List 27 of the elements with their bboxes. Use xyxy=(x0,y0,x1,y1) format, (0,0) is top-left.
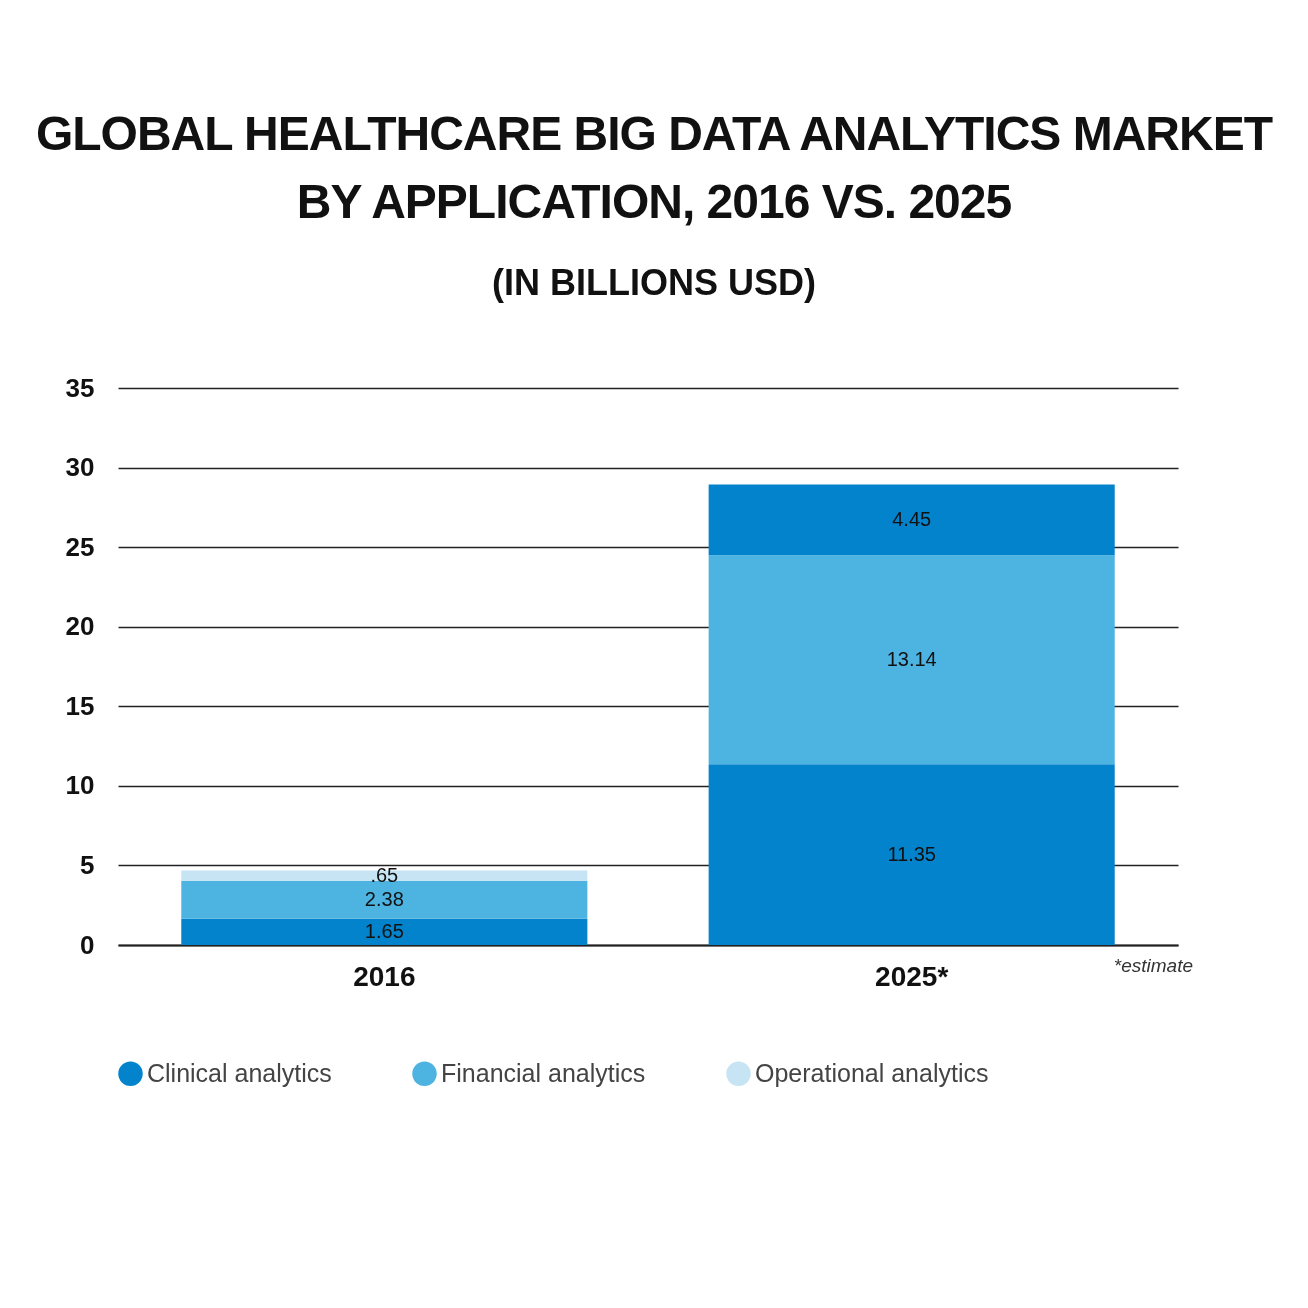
y-tick-label: 30 xyxy=(65,452,95,483)
y-tick-label: 15 xyxy=(65,690,95,721)
bar xyxy=(181,870,588,881)
bar xyxy=(181,918,588,945)
data-label: .65 xyxy=(370,863,399,886)
chart-subtitle: (IN BILLIONS USD) xyxy=(491,262,817,304)
x-tick-label: 2025* xyxy=(875,960,949,992)
chart-title: GLOBAL HEALTHCARE BIG DATA ANALYTICS MARKET BY APPLICATION, 2016 VS. 2025 xyxy=(34,106,1274,230)
data-label: 1.65 xyxy=(364,919,404,942)
y-tick-label: 25 xyxy=(65,531,95,562)
bar xyxy=(708,555,1115,765)
legend-label: Operational analytics xyxy=(755,1058,989,1087)
legend-label: Financial analytics xyxy=(441,1058,646,1087)
text: *estimate xyxy=(1113,955,1193,976)
bar xyxy=(181,880,588,919)
y-tick-label: 35 xyxy=(65,372,95,403)
x-tick-label: 2016 xyxy=(353,960,416,992)
y-tick-label: 10 xyxy=(65,770,95,801)
bar xyxy=(708,764,1115,945)
y-tick-label: 0 xyxy=(80,929,95,960)
legend-label: Clinical analytics xyxy=(147,1058,332,1087)
y-tick-label: 5 xyxy=(80,849,95,880)
y-tick-label: 20 xyxy=(65,611,95,642)
data-label: 2.38 xyxy=(364,887,404,910)
data-label: 11.35 xyxy=(887,842,936,865)
data-label: 4.45 xyxy=(892,507,932,530)
data-label: 13.14 xyxy=(886,647,937,670)
